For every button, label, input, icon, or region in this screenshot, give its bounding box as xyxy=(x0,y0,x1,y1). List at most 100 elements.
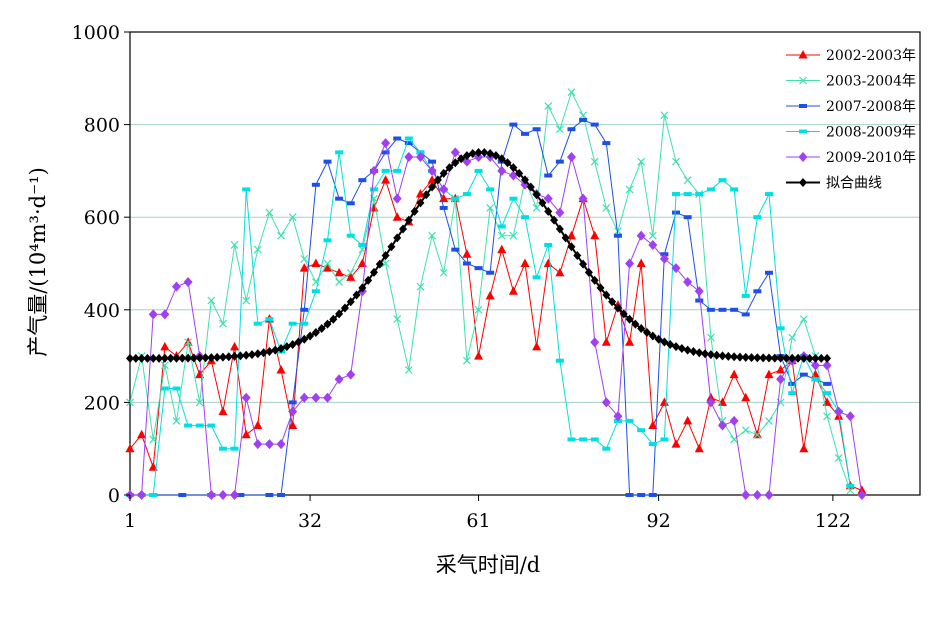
data-point xyxy=(253,420,263,430)
data-point xyxy=(474,351,484,360)
data-point xyxy=(207,353,216,363)
data-point xyxy=(695,348,704,358)
data-point xyxy=(799,372,808,377)
data-point xyxy=(160,361,169,370)
data-point xyxy=(207,423,216,428)
data-point xyxy=(741,352,750,362)
data-point xyxy=(439,268,448,277)
data-point xyxy=(172,353,181,363)
data-point xyxy=(166,353,175,363)
data-point xyxy=(265,208,274,217)
data-point xyxy=(730,187,739,192)
data-point xyxy=(695,298,704,303)
data-point xyxy=(369,267,378,277)
data-point xyxy=(741,392,751,402)
data-point xyxy=(811,377,820,382)
data-point xyxy=(125,443,135,453)
y-axis-title: 产气量/(10⁴m³·d⁻¹) xyxy=(26,167,50,357)
data-point xyxy=(631,319,640,329)
data-point xyxy=(596,283,605,293)
data-point xyxy=(544,206,553,216)
data-point xyxy=(462,192,471,197)
data-point xyxy=(805,353,814,363)
data-point xyxy=(160,353,169,363)
data-point xyxy=(253,245,262,254)
data-point xyxy=(741,293,750,298)
data-point xyxy=(393,168,402,173)
data-point xyxy=(543,193,553,204)
data-point xyxy=(747,353,756,363)
data-point xyxy=(346,201,355,206)
data-point xyxy=(776,353,785,363)
data-point xyxy=(566,152,576,163)
data-point xyxy=(810,360,820,371)
data-point xyxy=(241,429,251,439)
data-point xyxy=(265,317,274,322)
data-point xyxy=(340,303,349,313)
series-line xyxy=(130,141,863,496)
data-point xyxy=(160,309,170,320)
data-point xyxy=(306,331,315,341)
data-point xyxy=(178,353,187,363)
data-point xyxy=(508,286,518,295)
data-point xyxy=(683,277,693,288)
data-point xyxy=(439,184,449,195)
data-point xyxy=(776,374,786,385)
data-point xyxy=(323,159,332,164)
data-point xyxy=(648,231,657,240)
data-point xyxy=(404,141,413,146)
data-point xyxy=(590,337,600,348)
data-point xyxy=(601,337,611,346)
data-point xyxy=(521,215,529,220)
data-point xyxy=(637,428,646,433)
data-point xyxy=(184,338,193,347)
data-point xyxy=(846,486,855,495)
data-point xyxy=(683,192,692,197)
data-point xyxy=(160,341,170,351)
data-point xyxy=(213,352,222,362)
data-point xyxy=(579,111,588,120)
data-point xyxy=(218,490,228,500)
data-point xyxy=(416,198,425,208)
data-point xyxy=(311,392,321,403)
y-tick-label: 0 xyxy=(108,485,120,507)
series-line xyxy=(129,178,863,491)
data-point xyxy=(509,122,518,127)
legend-item: 2007-2008年 xyxy=(786,99,916,115)
data-point xyxy=(276,439,286,450)
data-point xyxy=(346,297,355,307)
data-point xyxy=(590,230,600,240)
data-point xyxy=(148,462,158,471)
data-point xyxy=(300,334,309,344)
legend-label: 拟合曲线 xyxy=(826,176,882,192)
data-point xyxy=(579,259,588,269)
data-point xyxy=(311,289,320,294)
data-point xyxy=(335,150,344,155)
data-point xyxy=(555,358,564,363)
y-tick-label: 400 xyxy=(84,300,120,322)
data-point xyxy=(451,196,460,201)
data-point xyxy=(218,406,228,416)
data-point xyxy=(288,420,298,430)
data-point xyxy=(148,309,158,320)
data-point xyxy=(300,321,309,326)
legend-swatch-marker xyxy=(799,178,807,187)
data-point xyxy=(706,350,715,360)
data-point xyxy=(149,435,158,444)
data-point xyxy=(462,249,472,258)
data-point xyxy=(445,163,454,173)
data-point xyxy=(590,122,599,127)
data-point xyxy=(521,131,529,136)
data-point xyxy=(422,190,431,200)
y-tick-label: 600 xyxy=(84,207,120,229)
data-point xyxy=(683,176,692,185)
data-point xyxy=(486,204,495,212)
data-point xyxy=(334,374,344,385)
data-point xyxy=(672,342,681,352)
data-point xyxy=(614,227,622,236)
x-axis-title: 采气时间/d xyxy=(436,553,541,577)
data-point xyxy=(753,289,762,294)
y-tick-label: 1000 xyxy=(72,22,120,44)
data-point xyxy=(625,258,635,269)
data-point xyxy=(230,446,239,451)
